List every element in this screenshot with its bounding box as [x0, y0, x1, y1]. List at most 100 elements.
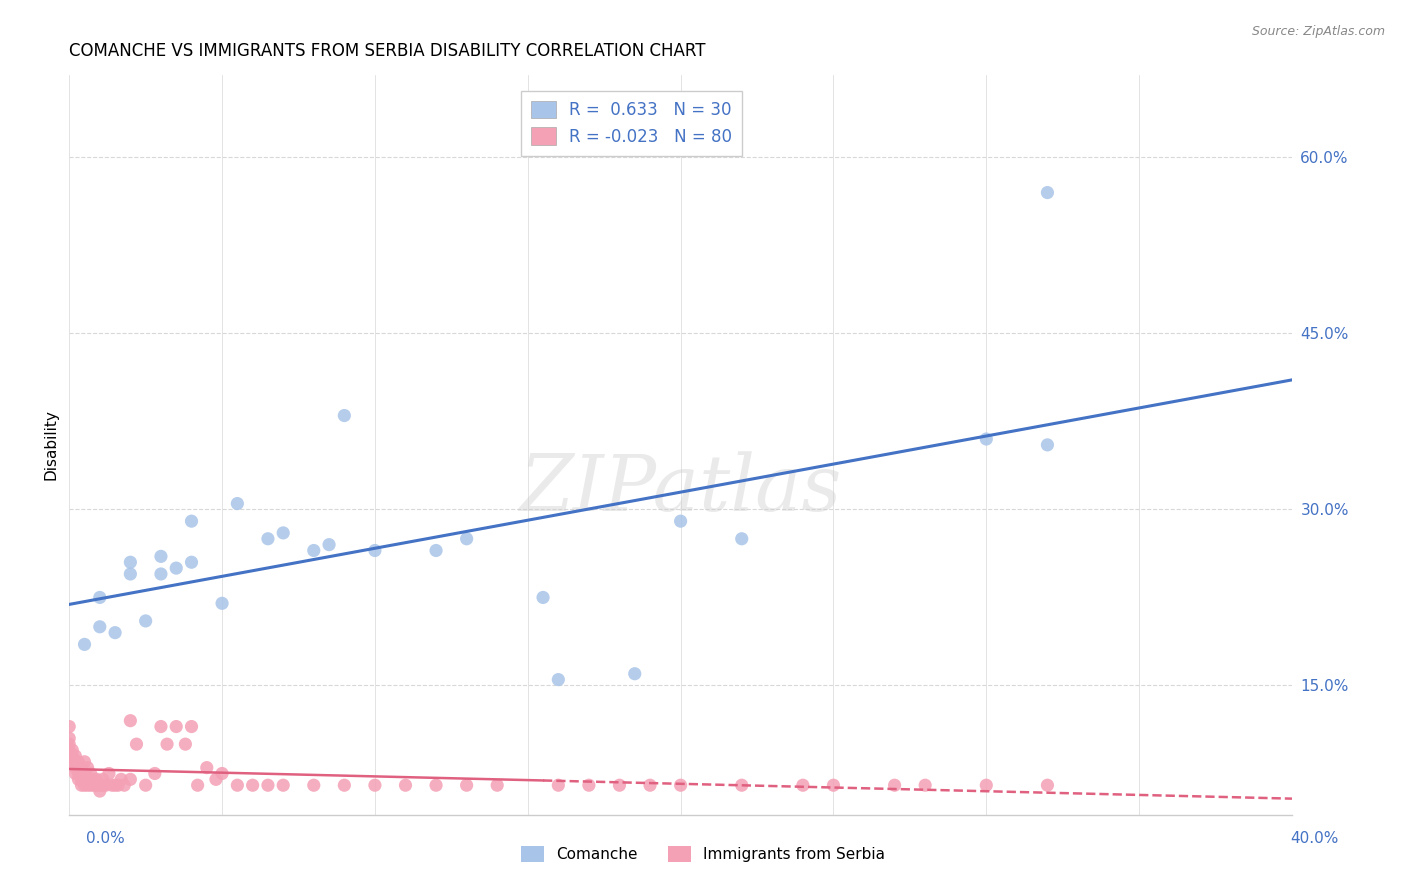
Point [79, 778, 101, 792]
Point [73, 778, 96, 792]
Point [149, 720, 172, 734]
Point [883, 778, 905, 792]
Point [70, 778, 93, 792]
Point [792, 778, 814, 792]
Y-axis label: Disability: Disability [44, 409, 58, 480]
Point [83, 778, 105, 792]
Point [165, 561, 187, 575]
Point [91, 778, 114, 792]
Point [302, 543, 325, 558]
Point [974, 432, 997, 446]
Point [823, 778, 845, 792]
Point [165, 720, 187, 734]
Point [135, 778, 157, 792]
Point [58, 743, 80, 757]
Point [156, 737, 179, 751]
Point [86, 772, 108, 787]
Point [731, 778, 754, 792]
Point [425, 778, 447, 792]
Point [65, 748, 87, 763]
Legend: Comanche, Immigrants from Serbia: Comanche, Immigrants from Serbia [515, 840, 891, 868]
Point [76, 772, 98, 787]
Point [65, 766, 87, 780]
Point [89, 784, 111, 798]
Point [271, 778, 294, 792]
Point [578, 778, 600, 792]
Point [257, 778, 280, 792]
Point [333, 778, 356, 792]
Point [58, 720, 80, 734]
Point [547, 778, 569, 792]
Text: 0.0%: 0.0% [86, 831, 125, 846]
Point [211, 596, 233, 610]
Point [83, 772, 105, 787]
Point [79, 772, 101, 787]
Point [638, 778, 661, 792]
Point [58, 737, 80, 751]
Point [70, 772, 93, 787]
Point [174, 737, 197, 751]
Point [60, 748, 83, 763]
Point [1036, 186, 1059, 200]
Point [67, 766, 90, 780]
Point [226, 497, 249, 511]
Point [101, 778, 124, 792]
Point [89, 620, 111, 634]
Point [73, 772, 96, 787]
Point [89, 778, 111, 792]
Point [456, 532, 478, 546]
Point [547, 673, 569, 687]
Point [86, 778, 108, 792]
Point [180, 720, 202, 734]
Point [211, 766, 233, 780]
Point [914, 778, 936, 792]
Point [149, 566, 172, 581]
Text: Source: ZipAtlas.com: Source: ZipAtlas.com [1251, 25, 1385, 38]
Point [486, 778, 509, 792]
Point [669, 514, 692, 528]
Point [120, 555, 142, 569]
Point [120, 566, 142, 581]
Point [76, 778, 98, 792]
Point [65, 755, 87, 769]
Point [205, 772, 228, 787]
Point [1036, 438, 1059, 452]
Point [58, 731, 80, 746]
Point [364, 543, 387, 558]
Point [531, 591, 554, 605]
Point [60, 743, 83, 757]
Point [318, 538, 340, 552]
Point [91, 772, 114, 787]
Point [195, 761, 218, 775]
Point [79, 766, 101, 780]
Point [669, 778, 692, 792]
Point [731, 532, 754, 546]
Point [180, 514, 202, 528]
Point [333, 409, 356, 423]
Point [180, 555, 202, 569]
Point [110, 772, 132, 787]
Point [187, 778, 209, 792]
Text: ZIPatlas: ZIPatlas [519, 451, 842, 527]
Point [73, 755, 96, 769]
Point [143, 766, 166, 780]
Point [120, 772, 142, 787]
Point [104, 625, 127, 640]
Point [623, 666, 645, 681]
Point [974, 778, 997, 792]
Point [67, 755, 90, 769]
Point [76, 761, 98, 775]
Point [94, 778, 117, 792]
Point [609, 778, 631, 792]
Point [125, 737, 148, 751]
Point [60, 755, 83, 769]
Point [107, 778, 129, 792]
Point [89, 591, 111, 605]
Point [364, 778, 387, 792]
Point [425, 543, 447, 558]
Point [73, 637, 96, 651]
Point [104, 778, 127, 792]
Point [67, 761, 90, 775]
Point [149, 549, 172, 564]
Point [70, 761, 93, 775]
